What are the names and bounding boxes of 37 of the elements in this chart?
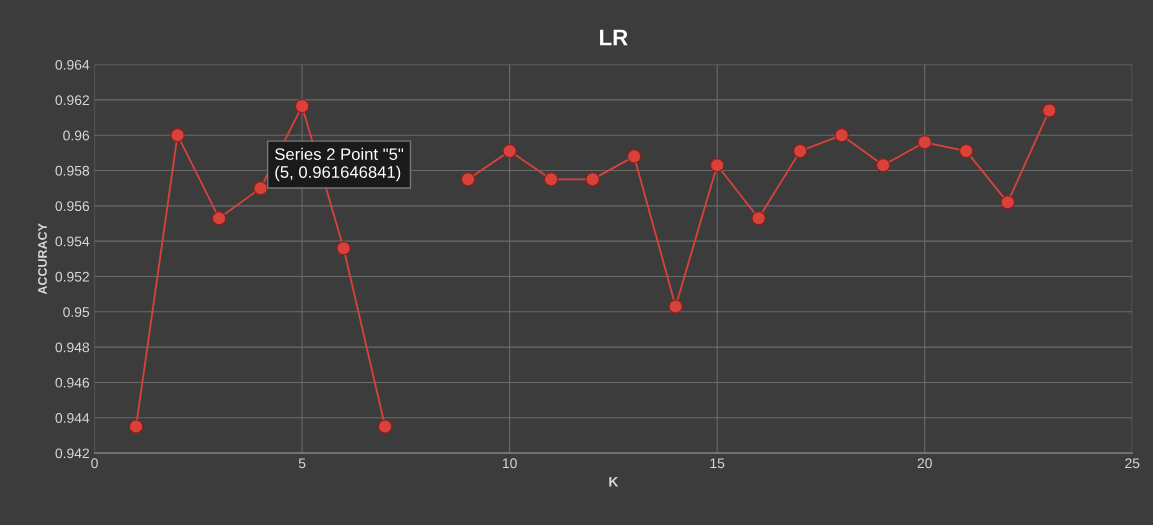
point	[834, 128, 849, 143]
point	[917, 135, 932, 150]
y-tick-label: 0.946	[55, 377, 90, 388]
y-tick-label: 0.942	[55, 448, 89, 459]
y-tick-label: 0.948	[55, 342, 90, 353]
x-tick-label: 15	[710, 458, 725, 469]
point	[1042, 103, 1057, 118]
y-tick-label: 0.95	[63, 307, 90, 317]
x-tick-label: 20	[917, 458, 932, 469]
y-tick-label: 0.958	[55, 165, 90, 176]
point	[1000, 195, 1015, 210]
point	[585, 172, 600, 187]
point	[627, 149, 642, 164]
point	[502, 143, 517, 159]
x-axis-title: K	[609, 476, 619, 487]
point	[543, 172, 559, 187]
x-tick-label: 0	[91, 458, 98, 469]
point	[668, 299, 683, 314]
point	[959, 143, 974, 159]
y-tick-label: 0.964	[55, 59, 90, 70]
chart-title: LR	[600, 29, 628, 46]
x-tick-label: 25	[1125, 458, 1140, 469]
y-tick-label: 0.944	[55, 413, 90, 423]
y-tick-label: 0.954	[55, 236, 90, 247]
y-axis-title: ACCURACY	[38, 223, 47, 295]
x-tick-label: 10	[502, 458, 517, 469]
y-tick-label: 0.952	[55, 271, 89, 282]
point	[793, 143, 808, 159]
point	[460, 172, 476, 187]
point	[876, 158, 891, 173]
x-tick-label: 5	[298, 458, 306, 469]
y-tick-label: 0.956	[55, 201, 90, 212]
point	[751, 211, 766, 226]
point	[710, 158, 725, 173]
y-tick-label: 0.96	[63, 130, 90, 141]
annotation: Series 2 Point "5" (5, 0.961646841)	[275, 147, 404, 182]
y-tick-label: 0.962	[55, 95, 89, 106]
